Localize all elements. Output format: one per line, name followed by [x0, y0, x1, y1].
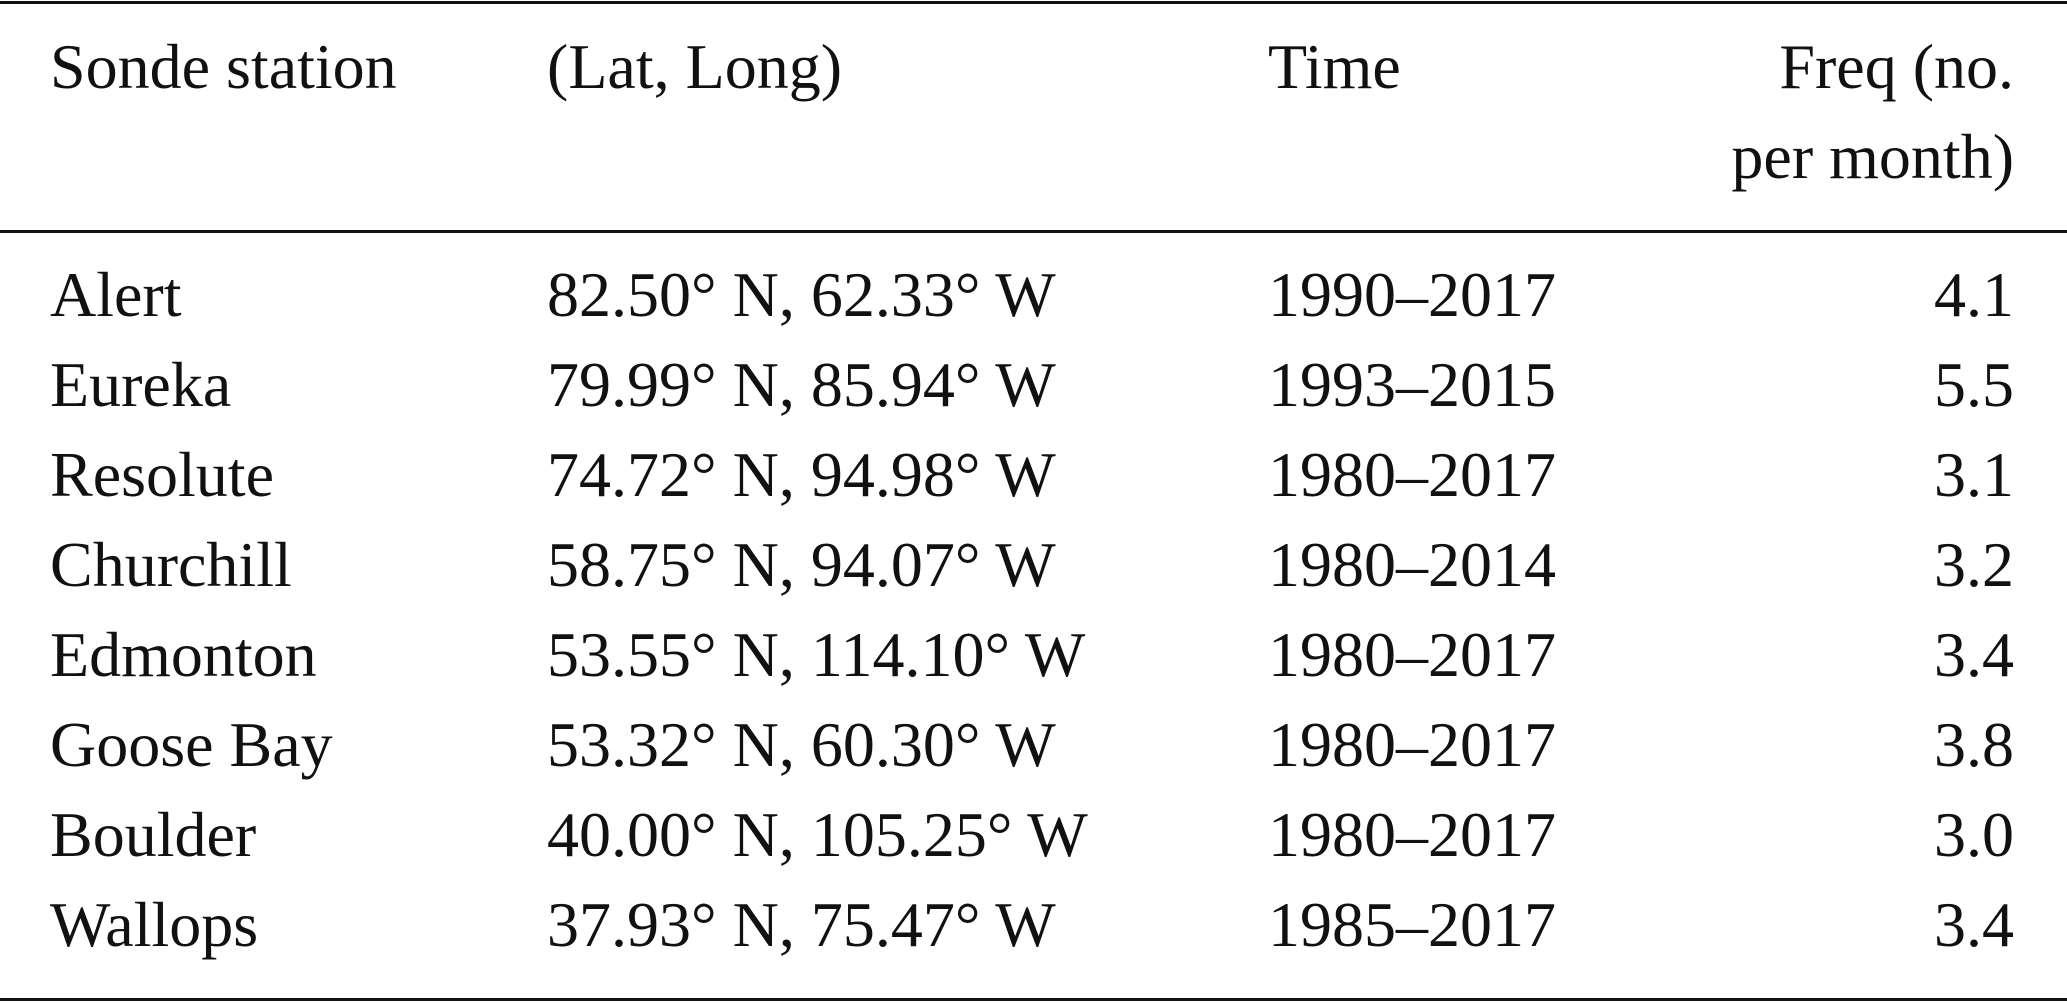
header-cell: (Lat, Long): [547, 31, 842, 102]
mid-rule: [0, 230, 2067, 233]
table-cell: Alert: [50, 259, 182, 330]
table-cell: Eureka: [50, 349, 232, 420]
table-cell: 40.00° N, 105.25° W: [547, 799, 1088, 870]
table-cell: 4.1: [1934, 259, 2014, 330]
table-cell: 3.2: [1934, 529, 2014, 600]
table-cell: Goose Bay: [50, 709, 333, 780]
table-cell: 1993–2015: [1268, 349, 1556, 420]
table-cell: 1990–2017: [1268, 259, 1556, 330]
table-cell: 53.55° N, 114.10° W: [547, 619, 1086, 690]
header-cell: Sonde station: [50, 31, 397, 102]
table-cell: 3.0: [1934, 799, 2014, 870]
table-cell: 3.4: [1934, 619, 2014, 690]
header-cell: Time: [1268, 31, 1401, 102]
table-cell: 37.93° N, 75.47° W: [547, 889, 1056, 960]
table-cell: 1980–2017: [1268, 709, 1556, 780]
table-cell: 3.1: [1934, 439, 2014, 510]
table-cell: 74.72° N, 94.98° W: [547, 439, 1056, 510]
table-cell: 58.75° N, 94.07° W: [547, 529, 1056, 600]
bottom-rule: [0, 998, 2067, 1001]
table-cell: 79.99° N, 85.94° W: [547, 349, 1056, 420]
table-cell: 53.32° N, 60.30° W: [547, 709, 1056, 780]
table-cell: Resolute: [50, 439, 274, 510]
table-cell: 82.50° N, 62.33° W: [547, 259, 1056, 330]
table-cell: 5.5: [1934, 349, 2014, 420]
table-cell: Boulder: [50, 799, 257, 870]
top-rule: [0, 1, 2067, 4]
table-cell: 1980–2017: [1268, 619, 1556, 690]
table-cell: 1980–2014: [1268, 529, 1556, 600]
table-cell: Edmonton: [50, 619, 317, 690]
table-cell: Churchill: [50, 529, 292, 600]
table-cell: 3.4: [1934, 889, 2014, 960]
table-cell: 1985–2017: [1268, 889, 1556, 960]
header-cell: Freq (no. per month): [1731, 31, 2014, 192]
table-cell: 1980–2017: [1268, 439, 1556, 510]
table-cell: 1980–2017: [1268, 799, 1556, 870]
table-cell: Wallops: [50, 889, 259, 960]
table-cell: 3.8: [1934, 709, 2014, 780]
